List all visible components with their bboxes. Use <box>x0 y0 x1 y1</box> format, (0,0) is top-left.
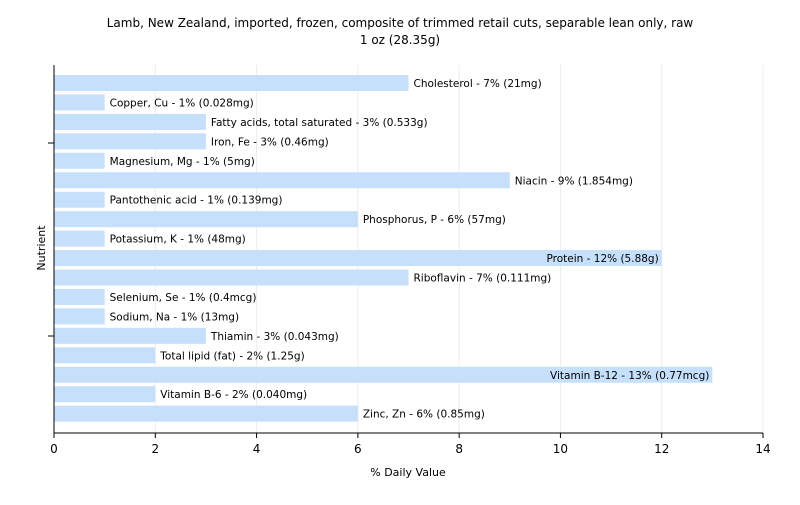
bar-label-3: Iron, Fe - 3% (0.46mg) <box>211 136 329 148</box>
bar-6 <box>54 191 105 208</box>
bar-label-12: Sodium, Na - 1% (13mg) <box>110 311 239 323</box>
bar-5 <box>54 172 510 189</box>
axes: 0 2 4 6 8 10 12 14 <box>48 65 771 456</box>
bar-12 <box>54 308 105 325</box>
bar-8 <box>54 230 105 247</box>
bar-1 <box>54 94 105 111</box>
bar-label-15: Vitamin B-12 - 13% (0.77mcg) <box>550 370 709 382</box>
x-tick-label-10: 10 <box>553 442 568 456</box>
bar-17 <box>54 405 358 422</box>
x-tick-label-4: 4 <box>253 442 261 456</box>
bar-13 <box>54 327 206 344</box>
x-tick-label-6: 6 <box>354 442 362 456</box>
bar-label-13: Thiamin - 3% (0.043mg) <box>210 331 339 343</box>
y-axis-label: Nutrient <box>35 225 48 271</box>
bar-label-9: Protein - 12% (5.88g) <box>547 253 659 265</box>
x-tick-label-8: 8 <box>455 442 463 456</box>
grid <box>154 65 764 433</box>
bar-7 <box>54 211 358 228</box>
bar-label-11: Selenium, Se - 1% (0.4mcg) <box>110 292 257 304</box>
x-axis-label: % Daily Value <box>370 466 446 479</box>
bar-16 <box>54 386 156 403</box>
x-tick-label-0: 0 <box>50 442 58 456</box>
bar-9 <box>54 250 662 267</box>
bar-label-6: Pantothenic acid - 1% (0.139mg) <box>110 195 283 207</box>
bar-10 <box>54 269 409 286</box>
bar-label-8: Potassium, K - 1% (48mg) <box>110 234 246 246</box>
bar-3 <box>54 133 206 150</box>
bar-14 <box>54 347 156 364</box>
bar-label-2: Fatty acids, total saturated - 3% (0.533… <box>211 117 428 129</box>
bar-label-14: Total lipid (fat) - 2% (1.25g) <box>159 350 304 362</box>
bar-label-4: Magnesium, Mg - 1% (5mg) <box>110 156 255 168</box>
bar-label-17: Zinc, Zn - 6% (0.85mg) <box>363 409 485 421</box>
x-tick-label-14: 14 <box>755 442 770 456</box>
bar-4 <box>54 152 105 169</box>
bar-15 <box>54 366 713 383</box>
bar-11 <box>54 288 105 305</box>
chart-title: Lamb, New Zealand, imported, frozen, com… <box>107 16 694 30</box>
x-tick-label-2: 2 <box>151 442 159 456</box>
bars: Cholesterol - 7% (21mg) Copper, Cu - 1% (… <box>54 75 713 422</box>
bar-label-10: Riboflavin - 7% (0.111mg) <box>414 273 552 285</box>
x-tick-label-12: 12 <box>654 442 669 456</box>
bar-label-5: Niacin - 9% (1.854mg) <box>515 175 633 187</box>
chart-subtitle: 1 oz (28.35g) <box>360 33 440 47</box>
bar-label-16: Vitamin B-6 - 2% (0.040mg) <box>160 389 307 401</box>
bar-2 <box>54 113 206 130</box>
bar-label-7: Phosphorus, P - 6% (57mg) <box>363 214 506 226</box>
bar-0 <box>54 75 409 91</box>
bar-label-0: Cholesterol - 7% (21mg) <box>414 78 542 90</box>
bar-label-1: Copper, Cu - 1% (0.028mg) <box>110 97 254 109</box>
